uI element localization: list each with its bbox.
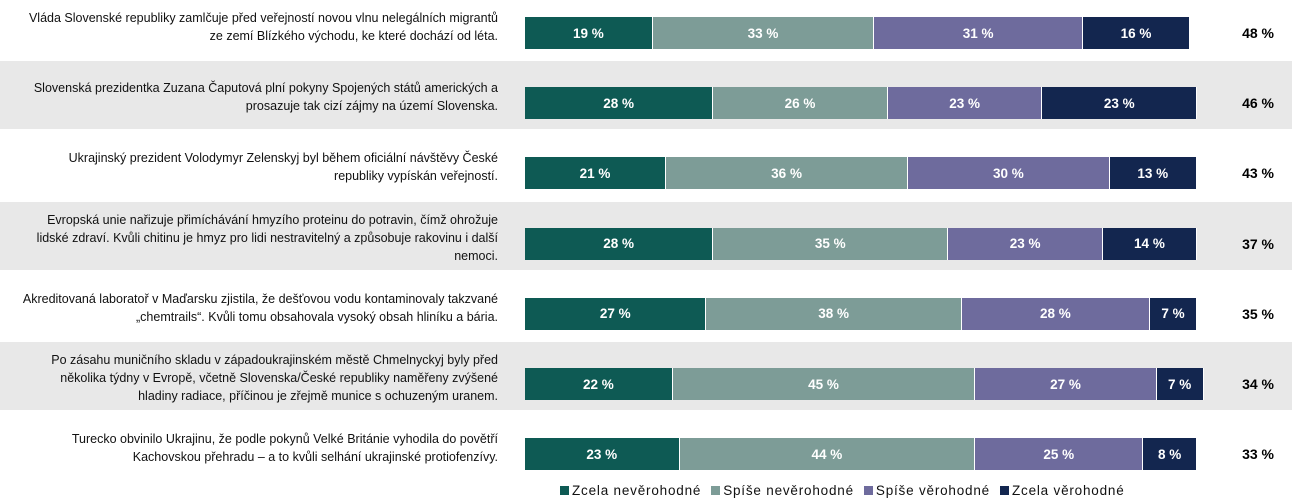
data-label: 23 % [949,95,981,111]
bar-segment: 28 % [525,87,714,120]
bar-segment: 28 % [525,227,714,260]
legend-swatch [560,486,569,495]
bar-segment: 22 % [525,368,673,400]
bar-segment: 16 % [1082,17,1191,49]
total-label: 37 % [1242,235,1274,252]
row-label: Turecko obvinilo Ukrajinu, že podle poky… [71,432,498,465]
row-label: Akreditovaná laboratoř v Maďarsku zjisti… [22,291,498,324]
bar-segment: 36 % [666,157,909,190]
legend-item: Spíše věrohodné [863,483,990,498]
legend-item: Zcela nevěrohodné [560,483,701,498]
data-label: 31 % [962,25,994,41]
data-label: 30 % [992,165,1024,181]
total-label: 48 % [1242,25,1274,41]
legend-swatch [999,486,1009,495]
data-label: 8 % [1157,446,1182,462]
bar-segment: 23 % [525,438,680,471]
data-label: 19 % [572,25,604,41]
data-label: 22 % [583,376,614,392]
legend-swatch [711,486,721,495]
total-label: 43 % [1242,165,1274,182]
data-label: 25 % [1043,446,1075,462]
data-label: 35 % [814,236,846,252]
bar-segment: 8 % [1143,438,1197,471]
bar-segment: 7 % [1156,368,1204,400]
bar-segment: 7 % [1149,297,1197,330]
legend-item: Zcela věrohodné [999,483,1125,498]
data-label: 36 % [771,165,802,181]
bar-segment: 27 % [975,368,1157,400]
data-label: 13 % [1137,165,1169,181]
bar-segment: 23 % [1042,87,1197,120]
bar-segment: 23 % [887,87,1043,120]
legend-label: Zcela nevěrohodné [572,483,702,498]
bar-segment: 44 % [679,438,976,471]
row-label: Vláda Slovenské republiky zamlčuje před … [28,11,498,43]
bar-segment: 28 % [961,297,1150,330]
bar-segment: 19 % [525,17,653,49]
bar-segment: 14 % [1102,227,1197,260]
bar-segment: 27 % [525,297,707,330]
data-label: 16 % [1120,25,1152,41]
data-label: 28 % [1039,306,1071,322]
data-label: 14 % [1134,236,1165,252]
bar-segment: 21 % [525,157,667,190]
data-label: 27 % [599,306,631,322]
bar-segment: 45 % [672,368,976,400]
row-label: Ukrajinský prezident Volodymyr Zelenskyj… [68,151,498,184]
data-label: 23 % [586,446,618,462]
bar-segment: 31 % [874,17,1083,49]
total-label: 34 % [1242,376,1274,392]
data-label: 33 % [747,25,779,41]
data-label: 23 % [1103,95,1135,111]
legend-swatch [863,486,873,495]
bar-segment: 35 % [713,227,949,260]
data-label: 28 % [603,95,634,111]
bar-segment: 33 % [652,17,875,49]
total-label: 46 % [1242,95,1274,112]
data-label: 45 % [808,376,839,392]
row-label: Po zásahu muničního skladu v západoukraj… [51,353,498,403]
bar-segment: 26 % [713,87,888,120]
data-label: 44 % [811,446,843,462]
total-label: 35 % [1242,305,1274,322]
bar-segment: 23 % [948,227,1103,260]
data-label: 23 % [1009,236,1041,252]
legend-label: Spíše nevěrohodné [723,483,854,498]
row-label: Evropská unie nařizuje přimíchávání hmyz… [36,212,498,263]
bar-segment: 30 % [908,157,1110,190]
legend-label: Spíše věrohodné [875,483,990,498]
total-label: 33 % [1242,446,1274,463]
row-label: Slovenská prezidentka Zuzana Čaputová pl… [33,81,498,114]
legend: Zcela nevěrohodné Spíše nevěrohodné Spíše … [560,483,1125,498]
bar-segment: 25 % [975,438,1144,471]
data-label: 21 % [579,165,611,181]
data-label: 7 % [1168,376,1192,392]
legend-item: Spíše nevěrohodné [711,483,854,498]
data-label: 38 % [818,306,849,322]
bar-segment: 38 % [706,297,962,330]
data-label: 7 % [1161,306,1185,322]
legend-label: Zcela věrohodné [1011,483,1125,498]
data-label: 27 % [1050,376,1081,392]
data-label: 28 % [603,236,634,252]
data-label: 26 % [784,95,816,111]
bar-segment: 13 % [1109,157,1197,190]
